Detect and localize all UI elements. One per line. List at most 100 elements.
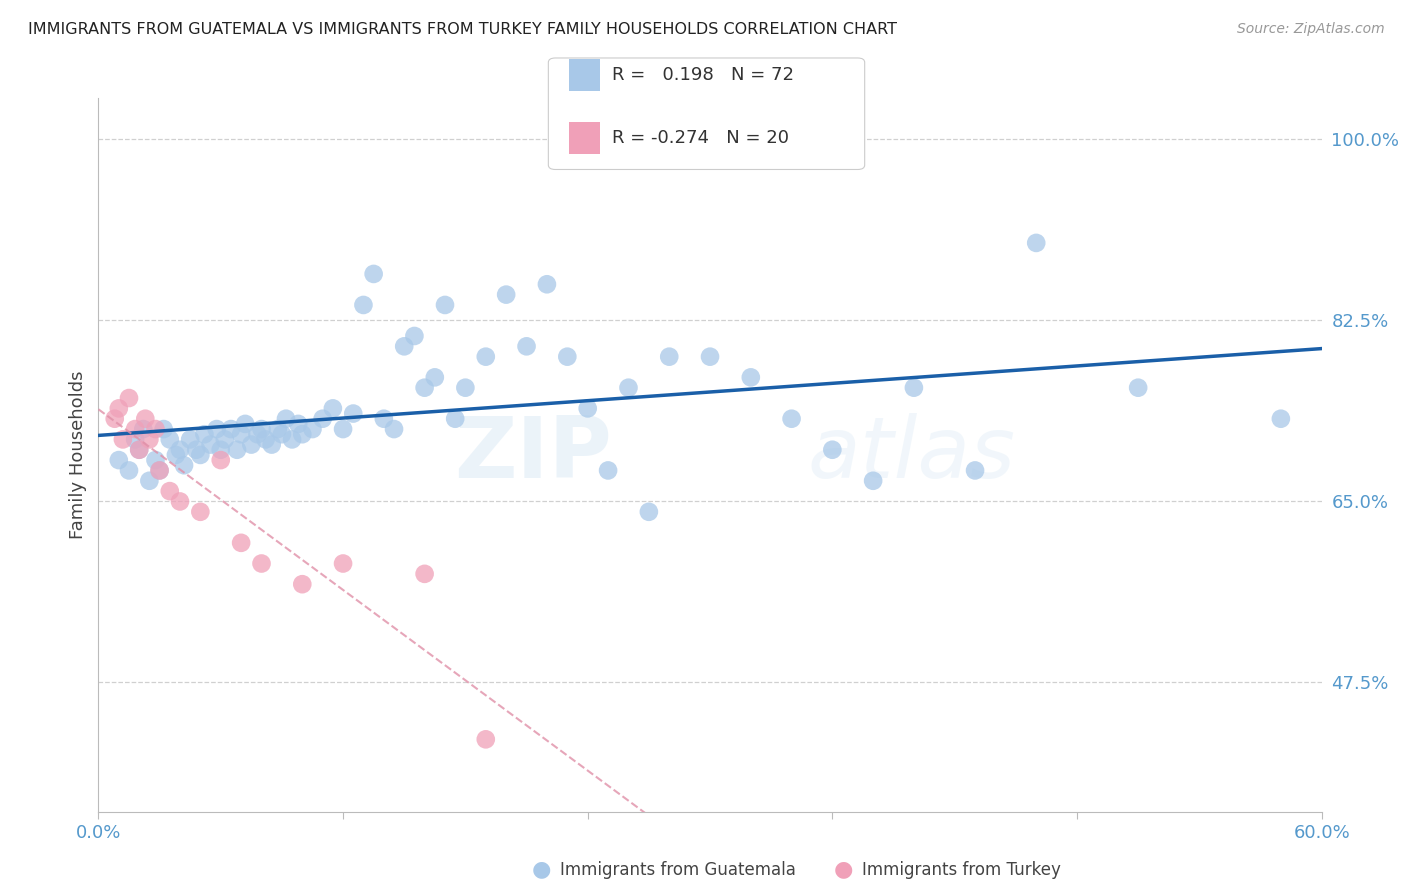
- Point: [267, 422, 290, 436]
- Point: [638, 505, 661, 519]
- Point: [134, 411, 156, 425]
- Point: [1025, 235, 1047, 250]
- Point: [246, 427, 269, 442]
- Point: [363, 267, 385, 281]
- Point: [1128, 381, 1150, 395]
- Point: [169, 442, 191, 457]
- Point: [108, 453, 131, 467]
- Point: [145, 422, 167, 436]
- Point: [281, 433, 304, 447]
- Text: Immigrants from Guatemala: Immigrants from Guatemala: [560, 861, 796, 879]
- Point: [404, 329, 426, 343]
- Point: [557, 350, 579, 364]
- Point: [152, 422, 174, 436]
- Point: [821, 442, 844, 457]
- Point: [231, 536, 253, 550]
- Point: [1270, 411, 1292, 425]
- Text: ●: ●: [834, 860, 853, 880]
- Point: [179, 433, 201, 447]
- Point: [149, 463, 172, 477]
- Y-axis label: Family Households: Family Households: [69, 371, 87, 539]
- Point: [209, 442, 232, 457]
- Point: [342, 407, 364, 421]
- Point: [576, 401, 599, 416]
- Point: [138, 433, 160, 447]
- Point: [352, 298, 374, 312]
- Point: [274, 411, 297, 425]
- Point: [392, 339, 416, 353]
- Point: [454, 381, 477, 395]
- Point: [270, 427, 294, 442]
- Point: [124, 422, 146, 436]
- Point: [173, 458, 195, 473]
- Point: [159, 433, 181, 447]
- Point: [118, 463, 141, 477]
- Point: [332, 422, 354, 436]
- Text: Source: ZipAtlas.com: Source: ZipAtlas.com: [1237, 22, 1385, 37]
- Point: [332, 557, 354, 571]
- Point: [423, 370, 446, 384]
- Point: [287, 417, 309, 431]
- Point: [413, 381, 436, 395]
- Text: IMMIGRANTS FROM GUATEMALA VS IMMIGRANTS FROM TURKEY FAMILY HOUSEHOLDS CORRELATIO: IMMIGRANTS FROM GUATEMALA VS IMMIGRANTS …: [28, 22, 897, 37]
- Text: ZIP: ZIP: [454, 413, 612, 497]
- Point: [193, 427, 215, 442]
- Point: [617, 381, 640, 395]
- Point: [124, 433, 146, 447]
- Point: [200, 437, 222, 451]
- Point: [598, 463, 620, 477]
- Point: [149, 463, 172, 477]
- Point: [138, 474, 160, 488]
- Point: [128, 442, 150, 457]
- Point: [240, 437, 263, 451]
- Point: [186, 442, 208, 457]
- Text: R =   0.198   N = 72: R = 0.198 N = 72: [612, 66, 793, 84]
- Point: [312, 411, 335, 425]
- Point: [444, 411, 467, 425]
- Point: [740, 370, 762, 384]
- Point: [373, 411, 395, 425]
- Point: [474, 732, 498, 747]
- Point: [214, 433, 236, 447]
- Point: [205, 422, 228, 436]
- Point: [233, 417, 256, 431]
- Point: [128, 442, 150, 457]
- Point: [474, 350, 498, 364]
- Point: [145, 453, 167, 467]
- Point: [862, 474, 884, 488]
- Point: [260, 437, 283, 451]
- Point: [291, 577, 314, 591]
- Point: [209, 453, 232, 467]
- Point: [159, 484, 181, 499]
- Point: [291, 427, 314, 442]
- Point: [536, 277, 558, 292]
- Point: [495, 287, 517, 301]
- Point: [322, 401, 344, 416]
- Point: [108, 401, 131, 416]
- Point: [254, 433, 277, 447]
- Point: [699, 350, 721, 364]
- Point: [188, 448, 212, 462]
- Point: [965, 463, 987, 477]
- Text: Immigrants from Turkey: Immigrants from Turkey: [862, 861, 1060, 879]
- Point: [516, 339, 538, 353]
- Text: R = -0.274   N = 20: R = -0.274 N = 20: [612, 129, 789, 147]
- Text: atlas: atlas: [808, 413, 1017, 497]
- Point: [903, 381, 925, 395]
- Point: [165, 448, 187, 462]
- Text: ●: ●: [531, 860, 551, 880]
- Point: [250, 422, 273, 436]
- Point: [104, 411, 127, 425]
- Point: [188, 505, 212, 519]
- Point: [780, 411, 803, 425]
- Point: [250, 557, 273, 571]
- Point: [118, 391, 141, 405]
- Point: [111, 433, 134, 447]
- Point: [231, 427, 253, 442]
- Point: [434, 298, 457, 312]
- Point: [226, 442, 249, 457]
- Point: [169, 494, 191, 508]
- Point: [413, 566, 436, 581]
- Point: [219, 422, 242, 436]
- Point: [132, 422, 155, 436]
